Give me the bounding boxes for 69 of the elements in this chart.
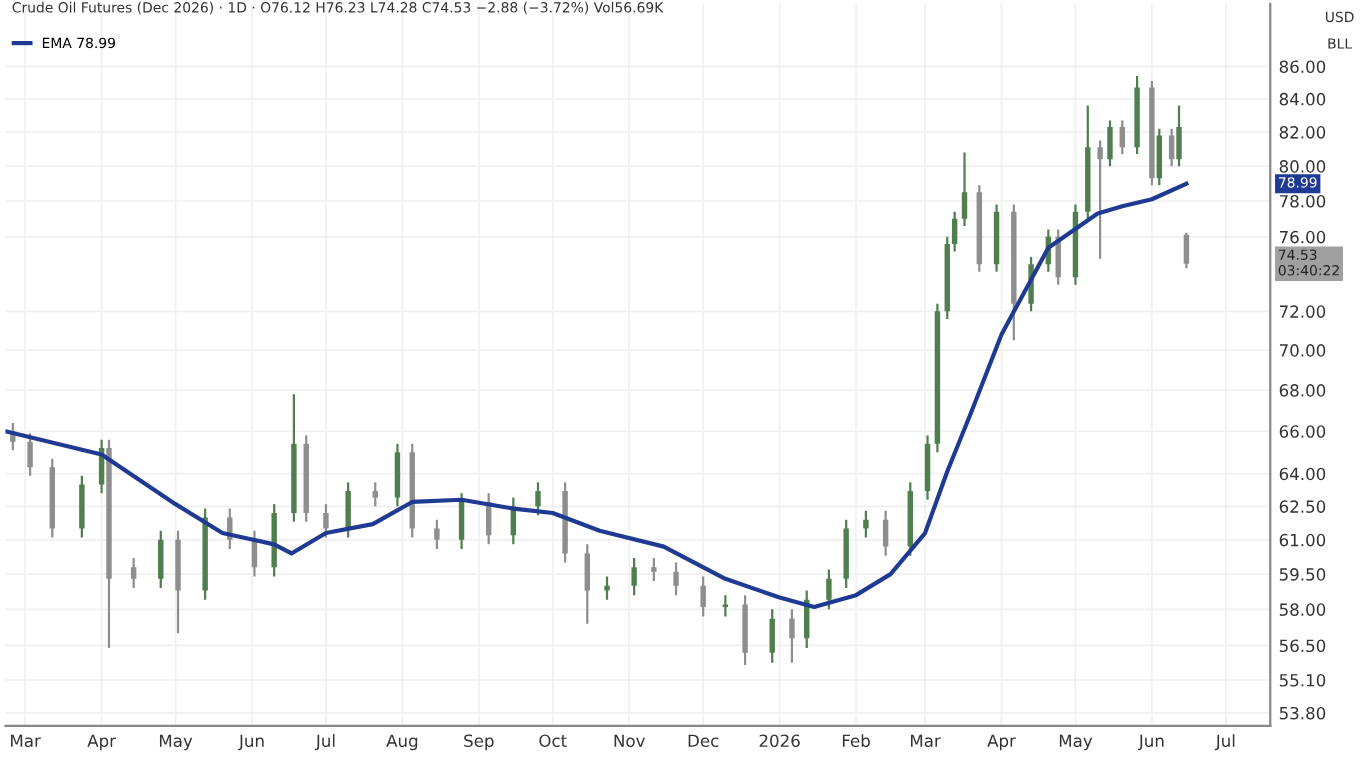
- y-tick-label: 61.00: [1279, 533, 1326, 547]
- y-tick-label: 62.50: [1279, 500, 1326, 513]
- candlestick: [882, 509, 889, 557]
- candlestick: [130, 556, 137, 590]
- candlestick: [961, 151, 968, 228]
- x-tick-label: Oct: [539, 734, 567, 748]
- candlestick: [631, 556, 637, 597]
- candlestick: [535, 481, 541, 517]
- y-tick-label: 68.00: [1279, 384, 1326, 397]
- candlestick: [158, 529, 164, 590]
- candlestick: [27, 432, 33, 477]
- candlestick: [951, 210, 958, 253]
- candlestick: [372, 481, 378, 508]
- candlestick: [458, 492, 465, 551]
- x-tick-label: Jun: [1138, 734, 1164, 751]
- x-tick-label: Apr: [987, 734, 1016, 751]
- candlestick: [1119, 119, 1126, 156]
- y-tick-label: 86.00: [1279, 60, 1326, 74]
- y-tick-label: 78.00: [1279, 194, 1326, 208]
- candlestick: [345, 481, 351, 539]
- candlestick: [394, 442, 401, 508]
- candlestick: [1097, 139, 1103, 260]
- candlestick: [434, 518, 440, 551]
- line-series: [5, 181, 1189, 610]
- x-tick-label: Mar: [910, 734, 941, 748]
- y-tick-label: 72.00: [1279, 305, 1326, 318]
- y-tick-label: 53.80: [1279, 706, 1326, 720]
- x-tick-label: Apr: [87, 734, 117, 751]
- y-tick-label: 70.00: [1279, 344, 1326, 357]
- candlestick: [700, 575, 706, 618]
- candlestick: [769, 608, 775, 664]
- x-tick-label: 2026: [759, 734, 800, 748]
- x-tick-label: Dec: [688, 734, 719, 748]
- candlestick: [1055, 228, 1061, 286]
- x-tick-label: Aug: [386, 734, 418, 751]
- candlestick: [826, 568, 832, 611]
- candlestick: [673, 561, 679, 597]
- y-tick-label: 82.00: [1279, 126, 1326, 139]
- candlestick: [604, 575, 610, 601]
- candlestick: [584, 543, 591, 625]
- y-tick-label: 59.50: [1279, 568, 1326, 581]
- x-tick-label: Feb: [842, 734, 870, 748]
- y-tick-label: 80.00: [1279, 160, 1326, 173]
- candlestick: [1156, 127, 1162, 187]
- candlestick: [1176, 104, 1182, 168]
- y-tick-label: 56.50: [1279, 639, 1326, 653]
- candlestick: [863, 509, 869, 539]
- y-tick-label: 55.10: [1279, 673, 1326, 687]
- candlestick: [79, 474, 85, 539]
- x-tick-label: Mar: [11, 734, 41, 748]
- candlestick: [651, 556, 657, 583]
- x-tick-label: Jul: [1214, 734, 1235, 751]
- y-tick-label: 84.00: [1279, 92, 1326, 106]
- x-tick-label: Jul: [315, 734, 335, 751]
- candlestick: [323, 503, 329, 539]
- x-tick-label: Jun: [238, 734, 264, 751]
- x-tick-label: May: [1059, 734, 1093, 751]
- candlestick: [789, 608, 795, 664]
- x-tick-label: Nov: [614, 734, 645, 748]
- y-tick-label: 76.00: [1279, 230, 1326, 244]
- y-tick-label: 64.00: [1279, 467, 1326, 481]
- candlestick: [1107, 119, 1113, 168]
- candlestick: [1183, 231, 1190, 270]
- y-tick-label: 66.00: [1279, 425, 1326, 438]
- candlestick: [1168, 127, 1175, 168]
- candlestick: [924, 434, 931, 501]
- x-tick-label: May: [159, 734, 193, 751]
- y-tick-label: 58.00: [1279, 603, 1326, 616]
- x-tick-label: Sep: [464, 734, 494, 751]
